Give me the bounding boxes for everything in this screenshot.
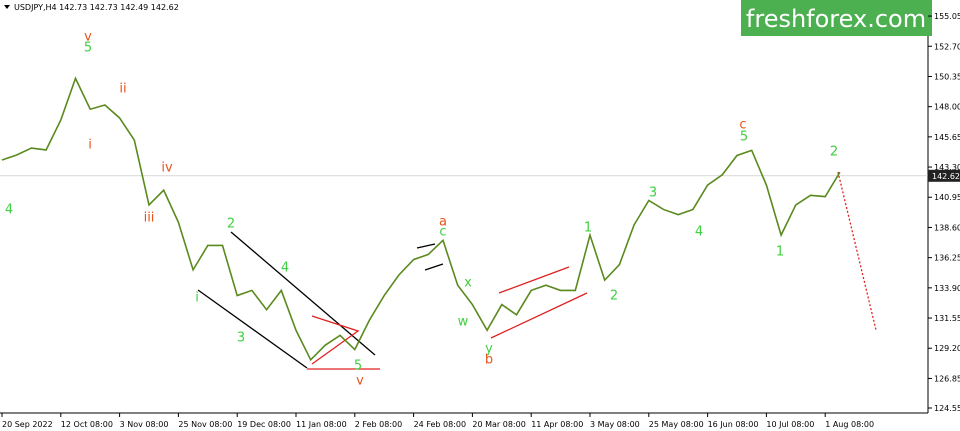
y-tick-label: 140.95 [934, 193, 960, 202]
chart-title: USDJPY,H4 142.73 142.73 142.49 142.62 [14, 3, 179, 12]
y-tick-label: 148.00 [934, 103, 960, 112]
x-tick-label: 20 Sep 2022 [2, 420, 53, 429]
y-tick-label: 124.55 [934, 404, 960, 413]
wave-label: 4 [281, 261, 289, 276]
y-tick-label: 136.25 [934, 254, 960, 263]
wave-label: 3 [649, 186, 657, 201]
wave-label: iii [144, 211, 155, 226]
x-tick-label: 2 Feb 08:00 [355, 420, 402, 429]
x-tick-label: 25 Nov 08:00 [178, 420, 232, 429]
y-tick-label: 129.20 [934, 344, 960, 353]
wave-label: v [84, 30, 92, 45]
wave-label: c [439, 225, 446, 240]
channel-line [197, 289, 308, 369]
wave-label: i [88, 138, 92, 153]
x-tick-label: 11 Jan 08:00 [296, 420, 347, 429]
wave-label: a [439, 215, 447, 230]
wave-label: iv [161, 161, 173, 176]
x-tick-label: 25 May 08:00 [649, 420, 704, 429]
flag-line [424, 263, 444, 271]
current-price-label: 142.62 [932, 172, 960, 181]
x-tick-label: 19 Dec 08:00 [237, 420, 291, 429]
wave-label: y [485, 342, 493, 357]
wave-label: 4 [695, 225, 703, 240]
x-tick-label: 1 Aug 08:00 [825, 420, 874, 429]
wave-label: v [356, 374, 364, 389]
wave-label: b [485, 353, 493, 368]
channel-line [490, 292, 588, 339]
wave-label: 1 [776, 245, 784, 260]
y-tick-label: 145.65 [934, 133, 960, 142]
x-tick-label: 10 Jul 08:00 [766, 420, 814, 429]
x-tick-label: 20 Mar 08:00 [472, 420, 525, 429]
wave-label: 5 [740, 130, 748, 145]
wave-label: c [739, 118, 746, 133]
wave-label: 5 [354, 359, 362, 374]
wave-label: w [458, 315, 469, 330]
y-tick-label: 126.85 [934, 374, 960, 383]
channel-line [230, 231, 376, 356]
flag-line [416, 243, 436, 249]
x-tick-label: 3 May 08:00 [590, 420, 640, 429]
channel-line [498, 266, 570, 294]
y-tick-label: 133.90 [934, 284, 960, 293]
wave-label: 5 [84, 41, 92, 56]
wave-label: 3 [237, 331, 245, 346]
x-tick-label: 12 Oct 08:00 [61, 420, 113, 429]
wave-label: 4 [5, 203, 13, 218]
wave-label: ii [119, 82, 126, 97]
x-tick-label: 11 Apr 08:00 [531, 420, 583, 429]
y-tick-label: 131.55 [934, 314, 960, 323]
current-price-tag [928, 169, 960, 182]
wave-label: 2 [610, 289, 618, 304]
logo-box [741, 0, 932, 36]
x-tick-label: 24 Feb 08:00 [414, 420, 466, 429]
x-tick-label: 3 Nov 08:00 [120, 420, 169, 429]
y-tick-label: 150.35 [934, 72, 960, 81]
pattern-lines [197, 171, 877, 370]
wave-label: x [464, 276, 472, 291]
wave-label: 2 [227, 217, 235, 232]
y-tick-label: 138.60 [934, 223, 960, 232]
y-tick-label: 143.30 [934, 163, 960, 172]
symbol-arrow [4, 5, 10, 9]
y-tick-label: 152.70 [934, 42, 960, 51]
triangle [311, 315, 360, 365]
wave-label: i [195, 291, 199, 306]
wave-label: 1 [584, 221, 592, 236]
y-tick-label: 155.05 [934, 12, 960, 21]
projection-line [837, 171, 877, 331]
logo: freshforex.com [746, 5, 926, 33]
x-tick-label: 16 Jun 08:00 [708, 420, 759, 429]
wave-label: 2 [830, 145, 838, 160]
price-line [1, 76, 841, 362]
